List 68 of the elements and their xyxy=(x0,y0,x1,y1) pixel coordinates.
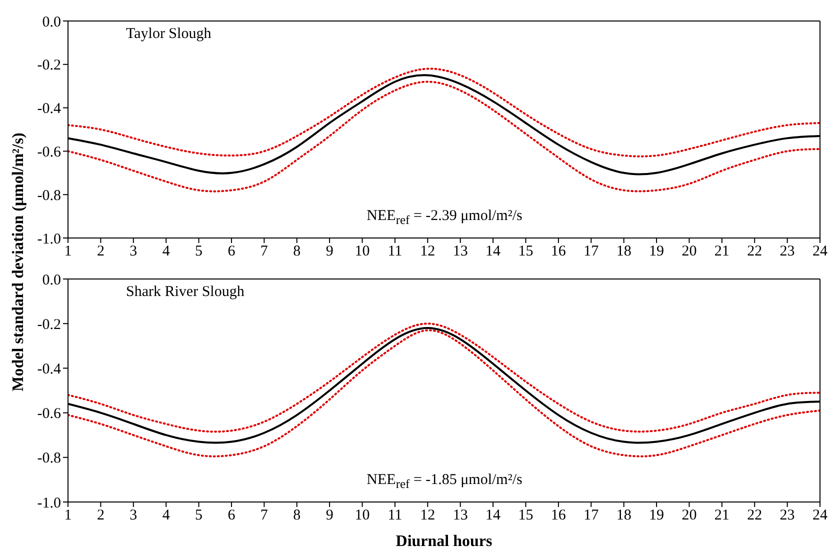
x-tick-label: 18 xyxy=(616,244,632,260)
y-tick-label: -0.8 xyxy=(37,188,61,204)
x-tick-label: 11 xyxy=(388,244,402,260)
line-series xyxy=(68,80,820,192)
x-tick-label: 8 xyxy=(293,244,301,260)
x-tick-label: 9 xyxy=(326,508,334,524)
x-tick-label: 23 xyxy=(780,508,795,524)
x-tick-label: 1 xyxy=(64,508,72,524)
y-tick-label: -0.6 xyxy=(37,144,62,161)
x-tick-label: 17 xyxy=(584,244,600,260)
x-tick-label: 7 xyxy=(260,244,268,260)
y-tick-label: -0.4 xyxy=(37,362,62,378)
line-series xyxy=(68,68,820,158)
x-tick-label: 21 xyxy=(714,244,730,260)
x-tick-label: 17 xyxy=(584,508,600,524)
x-tick-label: 21 xyxy=(714,508,730,524)
x-tick-label: 11 xyxy=(388,508,402,524)
x-tick-label: 24 xyxy=(812,244,828,260)
x-tick-label: 22 xyxy=(747,244,762,260)
x-tick-label: 4 xyxy=(162,244,170,260)
x-tick-label: 22 xyxy=(747,508,762,524)
x-tick-label: 4 xyxy=(162,508,170,524)
x-tick-label: 16 xyxy=(550,244,566,260)
x-tick-label: 5 xyxy=(195,508,203,524)
x-tick-label: 20 xyxy=(682,508,697,524)
x-tick-label: 15 xyxy=(518,508,534,524)
x-tick-label: 6 xyxy=(228,508,236,524)
annotation: Shark River Slough xyxy=(126,284,244,301)
y-tick-label: -0.4 xyxy=(37,101,62,118)
x-tick-label: 10 xyxy=(354,508,370,524)
x-tick-label: 3 xyxy=(130,508,138,524)
x-tick-label: 24 xyxy=(812,508,828,524)
x-tick-label: 19 xyxy=(649,244,664,260)
y-tick-label: -1.0 xyxy=(37,231,61,248)
y-tick-label: -0.8 xyxy=(37,450,61,467)
x-tick-label: 6 xyxy=(228,244,236,260)
x-tick-label: 9 xyxy=(326,244,334,260)
x-tick-label: 14 xyxy=(486,508,502,524)
y-tick-label: 0.0 xyxy=(42,272,61,288)
x-tick-label: 18 xyxy=(616,508,632,524)
x-tick-label: 7 xyxy=(260,508,268,524)
y-tick-label: -0.6 xyxy=(37,406,62,422)
x-tick-label: 8 xyxy=(293,508,301,524)
x-tick-label: 12 xyxy=(420,244,436,260)
y-axis-title: Model standard deviation (μmol/m²/s) xyxy=(10,132,28,392)
x-tick-label: 1 xyxy=(64,244,72,260)
annotation: Taylor Slough xyxy=(126,26,212,43)
x-tick-label: 14 xyxy=(486,244,502,260)
x-tick-label: 16 xyxy=(550,508,566,524)
x-tick-label: 19 xyxy=(649,508,664,524)
x-tick-label: 10 xyxy=(354,244,370,260)
x-tick-label: 20 xyxy=(682,244,697,260)
x-tick-label: 5 xyxy=(195,244,203,260)
x-tick-label: 15 xyxy=(518,244,534,260)
y-tick-label: -0.2 xyxy=(37,316,61,333)
y-tick-label: -0.2 xyxy=(37,58,61,74)
annotation: NEE$_{ref}$ = -2.39 μmol/m²/s xyxy=(366,208,524,228)
x-axis-title: Diurnal hours xyxy=(396,533,492,550)
x-tick-label: 3 xyxy=(130,244,138,260)
y-tick-label: -1.0 xyxy=(37,495,61,512)
y-tick-label: 0.0 xyxy=(42,14,61,30)
x-tick-label: 12 xyxy=(420,508,436,524)
x-tick-label: 2 xyxy=(96,508,104,524)
annotation: NEE$_{ref}$ = -1.85 μmol/m²/s xyxy=(366,472,524,492)
x-tick-label: 13 xyxy=(452,244,468,260)
x-tick-label: 23 xyxy=(780,244,795,260)
x-tick-label: 13 xyxy=(452,508,468,524)
x-tick-label: 2 xyxy=(96,244,104,260)
